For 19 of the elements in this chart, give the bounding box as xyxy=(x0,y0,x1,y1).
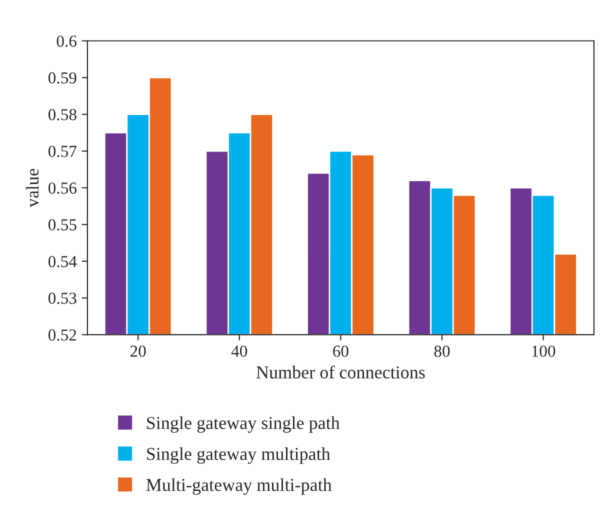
y-tick-label: 0.6 xyxy=(56,36,77,47)
x-tick-label: 100 xyxy=(532,346,556,357)
legend-label: Multi-gateway multi-path xyxy=(146,478,332,495)
x-tick-label: 60 xyxy=(333,346,348,357)
y-tick-label: 0.59 xyxy=(48,72,76,84)
legend-label: Single gateway single path xyxy=(147,416,340,433)
legend-label: Single gateway multipath xyxy=(147,447,330,464)
y-axis-title: value xyxy=(26,168,39,208)
x-tick-label: 40 xyxy=(231,346,248,357)
y-tick-label: 0.58 xyxy=(48,109,76,120)
y-tick-label: 0.56 xyxy=(48,182,77,194)
x-axis-title: Number of connections xyxy=(256,366,425,378)
y-tick-label: 0.53 xyxy=(48,292,76,304)
y-tick-label: 0.57 xyxy=(48,146,77,158)
y-tick-label: 0.52 xyxy=(48,329,76,341)
y-tick-label: 0.54 xyxy=(48,256,77,268)
y-tick-label: 0.55 xyxy=(48,219,76,231)
x-tick-label: 80 xyxy=(434,346,450,357)
x-tick-label: 20 xyxy=(130,346,146,357)
